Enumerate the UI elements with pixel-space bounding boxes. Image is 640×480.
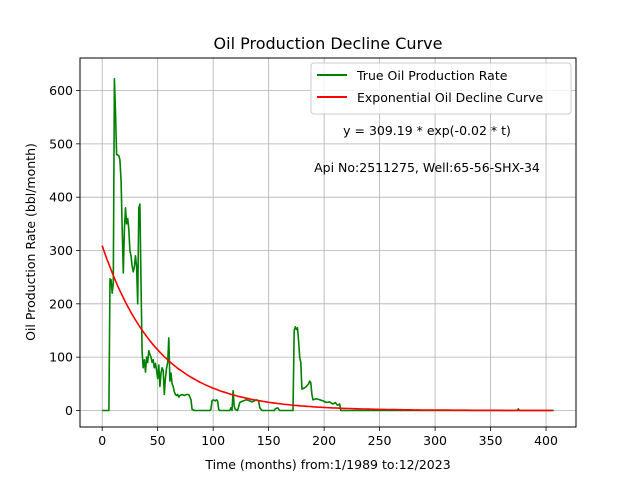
x-axis-ticks: 0 50 100 150 200 250 300 350 400 [98, 427, 558, 448]
series-layer [101, 78, 554, 412]
y-tick-label: 100 [49, 350, 73, 365]
legend-label-decline-curve: Exponential Oil Decline Curve [357, 90, 544, 105]
y-tick-label: 600 [49, 83, 73, 98]
well-annotation: Api No:2511275, Well:65-56-SHX-34 [314, 160, 540, 175]
equation-annotation: y = 309.19 * exp(-0.02 * t) [343, 123, 511, 138]
grid-lines [80, 58, 576, 427]
x-tick-label: 100 [201, 433, 225, 448]
x-tick-label: 150 [257, 433, 281, 448]
x-tick-label: 350 [479, 433, 503, 448]
y-axis-label: Oil Production Rate (bbl/month) [23, 143, 38, 341]
x-tick-label: 400 [534, 433, 558, 448]
y-tick-label: 0 [65, 403, 73, 418]
series-line-true-production-rate [102, 78, 554, 412]
series-line-exponential-decline-curve [101, 245, 553, 412]
x-axis-label: Time (months) from:1/1989 to:12/2023 [204, 457, 450, 472]
x-tick-label: 0 [98, 433, 106, 448]
y-tick-label: 300 [49, 243, 73, 258]
x-tick-label: 200 [312, 433, 336, 448]
chart-title: Oil Production Decline Curve [214, 34, 443, 53]
legend-label-true-rate: True Oil Production Rate [356, 68, 508, 83]
y-axis-ticks: 0 100 200 300 400 500 600 [49, 83, 80, 418]
y-tick-label: 200 [49, 296, 73, 311]
x-tick-label: 300 [423, 433, 447, 448]
legend: True Oil Production Rate Exponential Oil… [310, 62, 572, 115]
legend-box [310, 62, 572, 115]
x-tick-label: 50 [150, 433, 166, 448]
y-tick-label: 500 [49, 136, 73, 151]
x-tick-label: 250 [368, 433, 392, 448]
y-tick-label: 400 [49, 190, 73, 205]
plot-frame [79, 57, 577, 428]
